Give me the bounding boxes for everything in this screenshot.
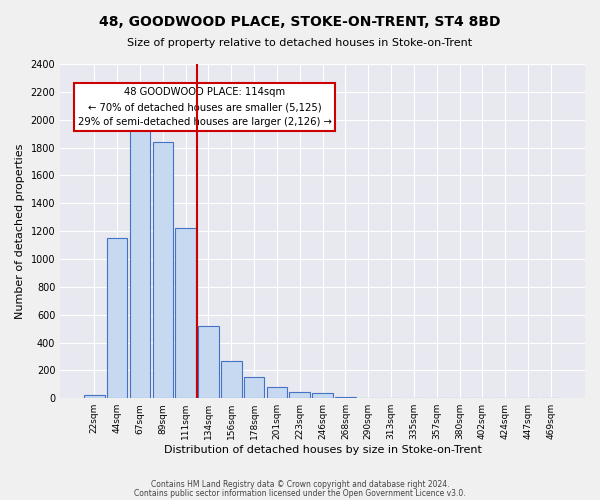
Bar xyxy=(244,378,265,398)
Bar xyxy=(107,238,127,398)
Text: Contains public sector information licensed under the Open Government Licence v3: Contains public sector information licen… xyxy=(134,488,466,498)
Text: Size of property relative to detached houses in Stoke-on-Trent: Size of property relative to detached ho… xyxy=(127,38,473,48)
Text: Contains HM Land Registry data © Crown copyright and database right 2024.: Contains HM Land Registry data © Crown c… xyxy=(151,480,449,489)
Bar xyxy=(130,126,150,398)
Bar xyxy=(313,393,333,398)
Bar xyxy=(152,142,173,398)
Y-axis label: Number of detached properties: Number of detached properties xyxy=(15,144,25,319)
X-axis label: Distribution of detached houses by size in Stoke-on-Trent: Distribution of detached houses by size … xyxy=(164,445,482,455)
Bar xyxy=(198,326,219,398)
Text: 48, GOODWOOD PLACE, STOKE-ON-TRENT, ST4 8BD: 48, GOODWOOD PLACE, STOKE-ON-TRENT, ST4 … xyxy=(99,15,501,29)
Bar xyxy=(175,228,196,398)
Bar xyxy=(289,392,310,398)
Bar xyxy=(266,387,287,398)
Bar xyxy=(84,394,104,398)
Text: 48 GOODWOOD PLACE: 114sqm
← 70% of detached houses are smaller (5,125)
29% of se: 48 GOODWOOD PLACE: 114sqm ← 70% of detac… xyxy=(77,88,331,127)
Bar xyxy=(335,397,356,398)
Bar xyxy=(221,362,242,398)
